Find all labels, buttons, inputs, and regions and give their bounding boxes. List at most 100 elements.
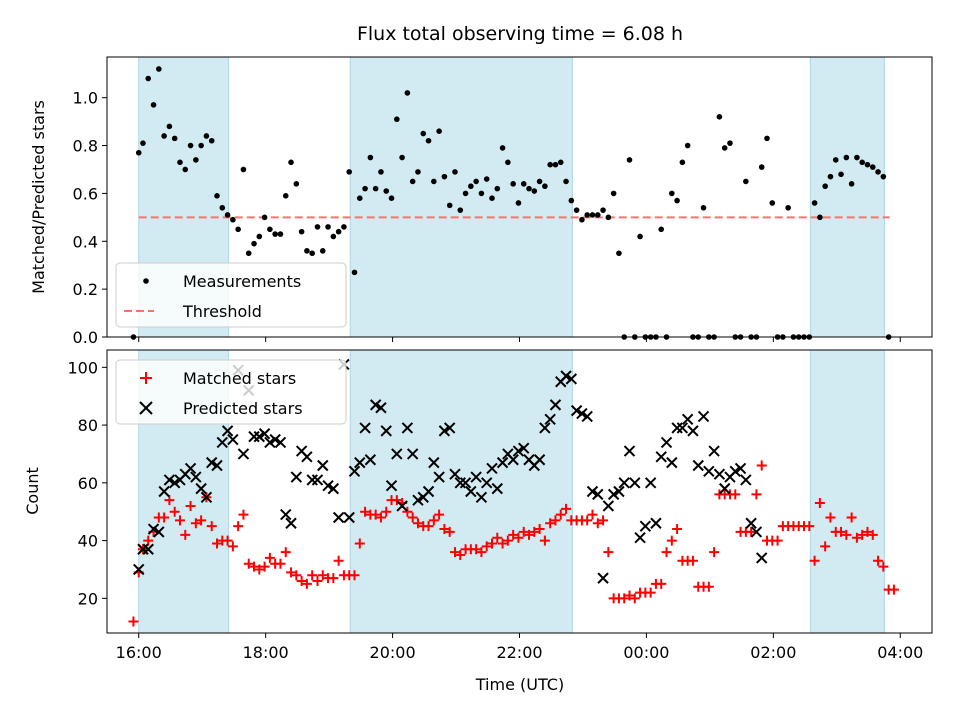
data-point [145, 75, 152, 82]
data-point [597, 572, 609, 584]
data-point [370, 509, 381, 520]
data-point [327, 482, 340, 495]
data-point [471, 544, 482, 555]
data-point [539, 422, 551, 434]
data-point [568, 197, 575, 204]
data-point [745, 517, 757, 529]
data-point [436, 128, 442, 134]
data-point [237, 448, 250, 460]
data-point [536, 178, 543, 185]
data-point [203, 133, 210, 139]
axis-ticks: 0.0 0.2 0.4 0.6 0.8 1.0 [73, 89, 901, 347]
data-point [380, 425, 392, 437]
data-point [570, 404, 583, 417]
data-point [452, 169, 458, 175]
data-point [195, 482, 207, 495]
data-point [150, 102, 157, 108]
legend: Measurements Threshold [115, 262, 347, 328]
data-point [288, 159, 294, 166]
data-point [589, 212, 596, 218]
x-tick-label: 16:00 [116, 643, 162, 662]
data-point [264, 436, 276, 449]
axis-ticks: 20 40 60 80 100 16:00 18:00 20:00 22:00 00:00 02:0… [67, 358, 923, 662]
data-point [557, 159, 564, 166]
data-point [404, 90, 411, 96]
data-point [296, 576, 307, 587]
data-point [369, 399, 382, 411]
data-point [227, 541, 238, 552]
data-point [832, 157, 839, 163]
data-point [721, 145, 728, 151]
legend-marker [143, 278, 149, 284]
data-point [311, 474, 324, 486]
data-point [468, 183, 474, 190]
data-point [143, 535, 154, 546]
data-point [491, 482, 503, 495]
panel-counts: 20 40 60 80 100 16:00 18:00 20:00 22:00 00:00 02:0… [23, 349, 933, 662]
data-point [312, 576, 323, 587]
data-point [325, 224, 331, 230]
data-point [756, 460, 767, 471]
data-point [616, 250, 622, 257]
data-point [602, 500, 615, 512]
data-point [600, 207, 606, 213]
data-point [772, 535, 783, 546]
data-point [746, 526, 757, 537]
data-point [264, 552, 275, 563]
data-point [533, 454, 546, 466]
data-point [200, 491, 213, 503]
data-point [592, 488, 604, 501]
data-point [335, 228, 342, 235]
data-point [224, 212, 231, 218]
data-point [428, 515, 439, 526]
data-point [238, 509, 249, 520]
data-point [650, 517, 662, 529]
x-tick-label: 04:00 [877, 643, 923, 662]
data-point [385, 480, 398, 492]
data-point [619, 593, 630, 604]
y-tick-label: 20 [78, 589, 98, 608]
data-point [465, 485, 477, 498]
data-point [206, 521, 217, 532]
data-point [637, 233, 643, 240]
legend-label: Predicted stars [183, 399, 303, 418]
legend: Matched stars Predicted stars [115, 359, 347, 425]
data-point [184, 462, 197, 475]
data-point [878, 561, 889, 572]
data-point [629, 477, 641, 489]
data-point [658, 226, 665, 233]
data-point [785, 204, 791, 211]
data-point [825, 512, 836, 523]
data-point [446, 202, 453, 209]
data-point [259, 561, 270, 572]
data-point [494, 185, 501, 192]
data-point [216, 436, 228, 449]
data-point [692, 459, 704, 472]
data-point [703, 465, 715, 477]
data-point [269, 433, 281, 446]
data-point [420, 130, 427, 137]
y-tick-label: 1.0 [73, 89, 98, 108]
data-point [211, 459, 223, 472]
data-point [166, 123, 173, 130]
data-point [214, 193, 220, 199]
data-point [671, 422, 683, 434]
data-point [587, 509, 598, 520]
data-point [512, 445, 525, 457]
data-point [235, 226, 241, 233]
data-point [672, 524, 683, 535]
data-point [605, 214, 612, 221]
data-point [817, 214, 823, 221]
data-point [245, 250, 252, 257]
data-point [346, 169, 353, 175]
data-point [249, 561, 260, 572]
legend-label: Matched stars [183, 369, 296, 388]
data-point [256, 233, 263, 240]
data-point [415, 169, 421, 175]
data-point [598, 515, 609, 526]
data-point [434, 509, 445, 520]
data-point [499, 145, 506, 151]
data-point [341, 224, 347, 230]
data-point [261, 214, 268, 221]
data-point [462, 190, 469, 197]
